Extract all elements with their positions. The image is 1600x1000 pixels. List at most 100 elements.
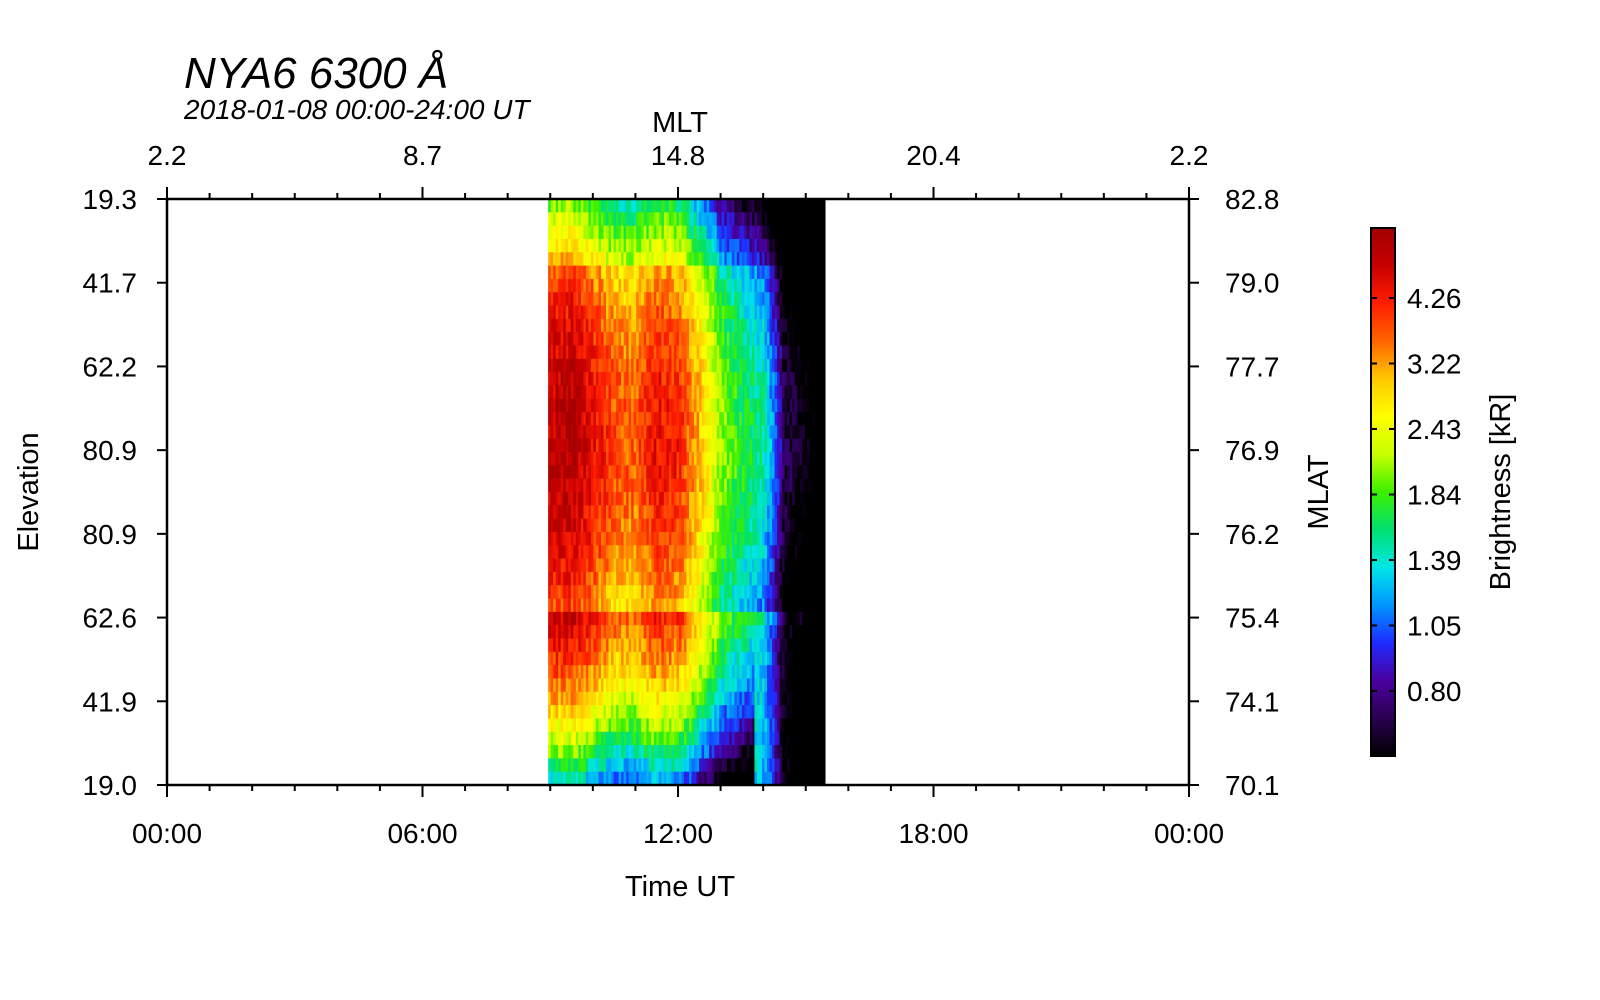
heatmap-cell <box>741 345 745 360</box>
heatmap-cell <box>714 505 718 520</box>
heatmap-cell <box>809 438 813 453</box>
heatmap-cell <box>606 265 610 280</box>
heatmap-cell <box>814 265 818 280</box>
heatmap-cell <box>777 225 781 240</box>
heatmap-cell <box>636 212 640 227</box>
heatmap-cell <box>779 199 783 213</box>
heatmap-cell <box>638 745 642 759</box>
heatmap-cell <box>558 691 562 706</box>
heatmap-cell <box>794 465 798 480</box>
heatmap-cell <box>646 758 650 773</box>
heatmap-cell <box>689 531 693 546</box>
heatmap-cell <box>600 292 605 307</box>
heatmap-cell <box>681 372 685 387</box>
heatmap-cell <box>709 212 713 227</box>
heatmap-cell <box>673 318 678 333</box>
heatmap-cell <box>648 372 652 387</box>
heatmap-cell <box>756 465 761 480</box>
heatmap-cell <box>613 705 617 720</box>
heatmap-cell <box>787 531 791 546</box>
heatmap-cell <box>819 691 823 706</box>
heatmap-cell <box>606 678 610 693</box>
heatmap-cell <box>694 318 698 333</box>
heatmap-cell <box>558 531 562 546</box>
heatmap-cell <box>739 318 743 333</box>
heatmap-cell <box>671 465 675 480</box>
heatmap-cell <box>724 598 728 613</box>
heatmap-cell <box>553 412 557 427</box>
heatmap-cell <box>613 731 617 746</box>
heatmap-cell <box>819 252 823 267</box>
heatmap-cell <box>777 278 781 293</box>
heatmap-cell <box>623 438 627 453</box>
heatmap-cell <box>812 305 816 320</box>
heatmap-cell <box>787 545 791 560</box>
heatmap-cell <box>792 199 796 213</box>
heatmap-cell <box>799 292 803 307</box>
heatmap-cell <box>764 705 768 720</box>
heatmap-cell <box>802 478 806 493</box>
heatmap-cell <box>794 358 798 373</box>
heatmap-cell <box>636 492 640 506</box>
heatmap-cell <box>794 678 798 693</box>
heatmap-cell <box>563 771 567 785</box>
heatmap-cell <box>550 571 554 586</box>
heatmap-cell <box>794 492 798 506</box>
heatmap-cell <box>762 265 766 280</box>
heatmap-cell <box>809 252 813 267</box>
heatmap-cell <box>719 305 723 320</box>
heatmap-cell <box>689 358 693 373</box>
heatmap-cell <box>671 625 675 640</box>
x-tick-label: 00:00 <box>1154 818 1224 849</box>
heatmap-cell <box>590 358 595 373</box>
heatmap-cell <box>628 225 632 240</box>
heatmap-cell <box>782 305 786 320</box>
heatmap-cell <box>671 385 675 400</box>
heatmap-cell <box>819 611 823 626</box>
heatmap-cell <box>643 412 647 427</box>
heatmap-cell <box>548 558 552 573</box>
heatmap-cell <box>555 611 559 626</box>
heatmap-cell <box>563 585 567 600</box>
heatmap-cell <box>563 651 567 666</box>
heatmap-cell <box>568 332 572 347</box>
heatmap-cell <box>588 638 592 653</box>
heatmap-cell <box>613 412 617 427</box>
heatmap-cell <box>611 492 615 506</box>
heatmap-cell <box>726 465 730 480</box>
heatmap-cell <box>628 398 632 413</box>
heatmap-cell <box>646 358 650 373</box>
heatmap-cell <box>578 678 582 693</box>
heatmap-cell <box>787 771 791 785</box>
heatmap-cell <box>641 252 645 267</box>
heatmap-cell <box>603 665 607 680</box>
heatmap-cell <box>739 238 743 253</box>
heatmap-cell <box>711 771 715 785</box>
heatmap-cell <box>684 465 688 480</box>
heatmap-cell <box>666 438 670 453</box>
heatmap-cell <box>623 571 627 586</box>
heatmap-cell <box>651 452 655 466</box>
heatmap-cell <box>704 771 708 785</box>
heatmap-cell <box>600 731 605 746</box>
heatmap-cell <box>696 345 700 360</box>
heatmap-cell <box>684 745 688 759</box>
heatmap-cell <box>789 238 793 253</box>
heatmap-cell <box>616 571 620 586</box>
heatmap-cell <box>814 531 818 546</box>
heatmap-cell <box>754 199 758 213</box>
heatmap-cell <box>777 558 781 573</box>
heatmap-cell <box>782 265 786 280</box>
heatmap-cell <box>822 558 826 573</box>
heatmap-cell <box>663 651 667 666</box>
heatmap-cell <box>744 199 748 213</box>
heatmap-cell <box>689 412 693 427</box>
heatmap-cell <box>580 252 584 267</box>
heatmap-cell <box>701 212 705 227</box>
heatmap-cell <box>691 771 695 785</box>
heatmap-cell <box>696 385 700 400</box>
heatmap-cell <box>548 625 552 640</box>
heatmap-cell <box>578 252 582 267</box>
heatmap-cell <box>656 718 660 733</box>
heatmap-cell <box>603 358 607 373</box>
